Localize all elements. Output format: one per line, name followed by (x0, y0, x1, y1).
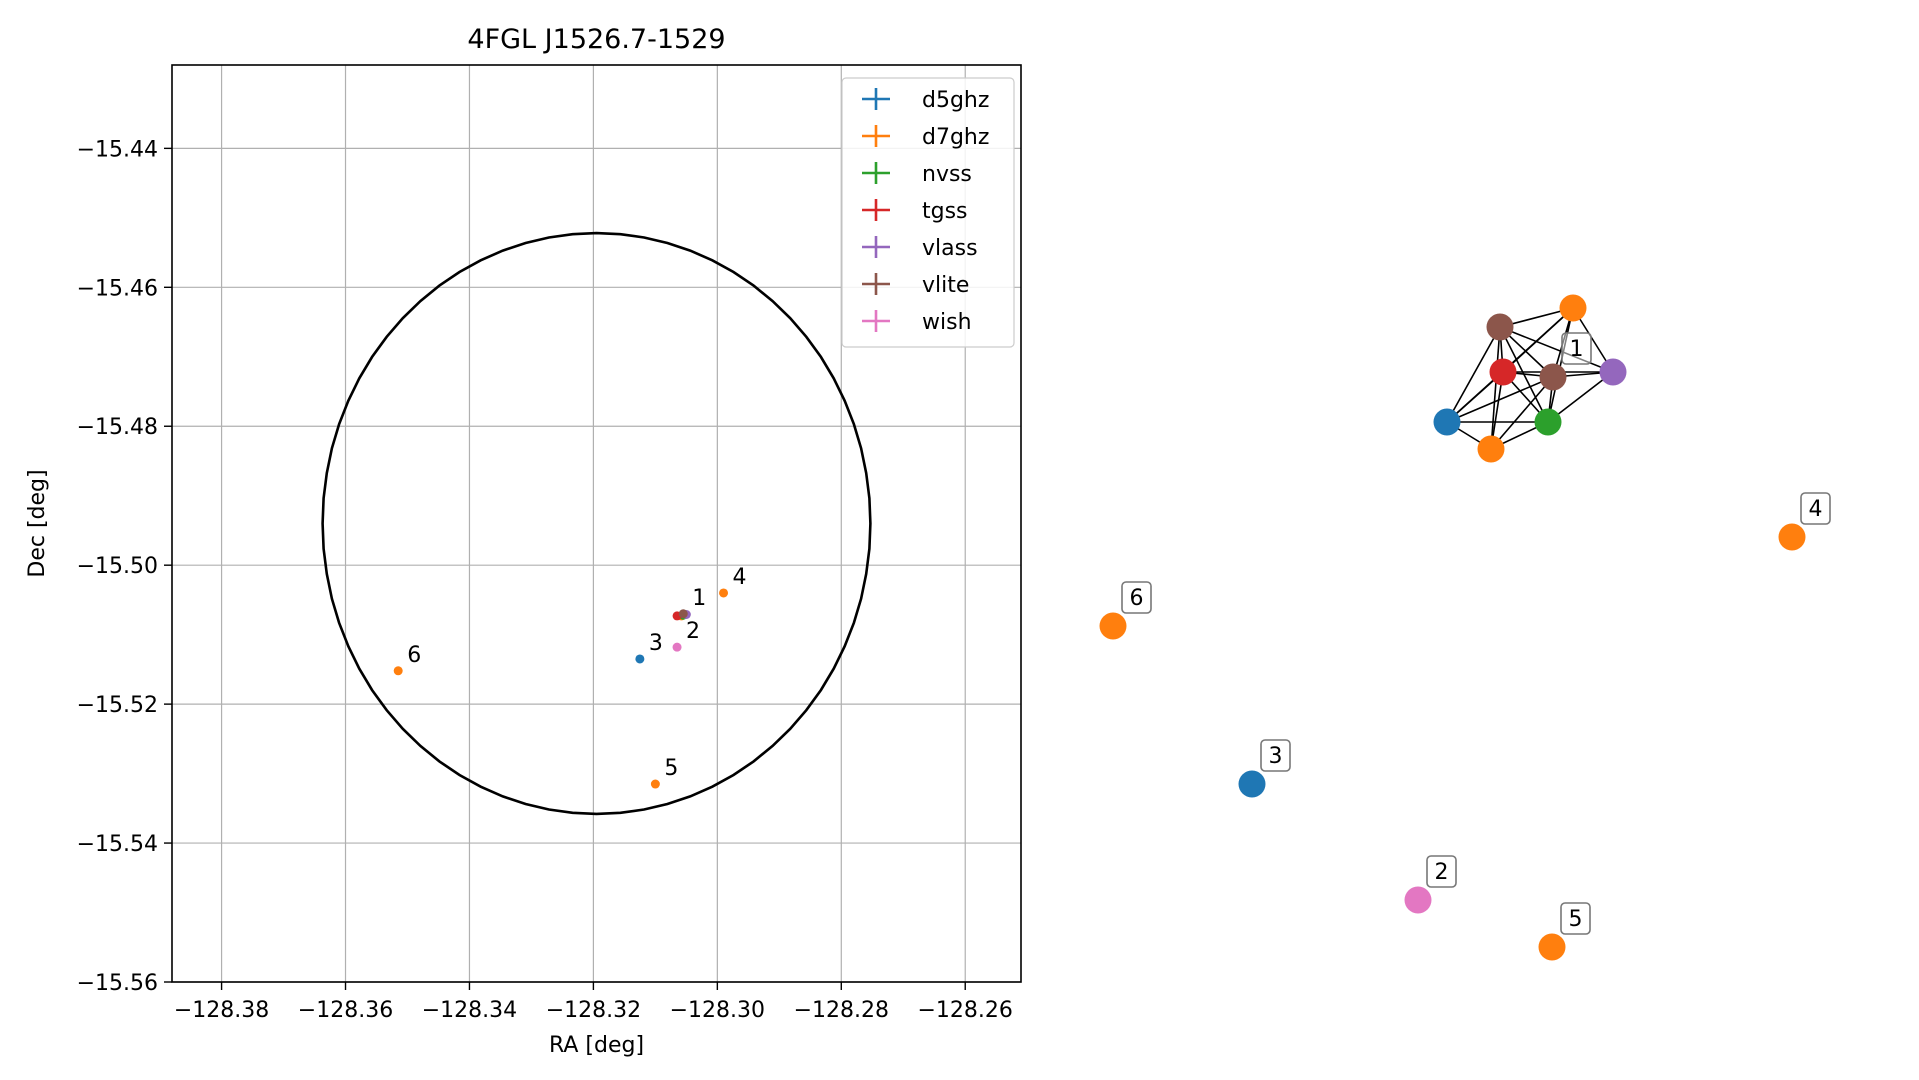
node-vlite (1486, 313, 1514, 341)
error-ellipse (321, 231, 872, 816)
node-label: 2 (1435, 860, 1449, 885)
point-label: 3 (649, 631, 663, 656)
network-edge (1502, 307, 1574, 373)
network-edge (1446, 376, 1554, 423)
y-tick-label: −15.50 (77, 554, 158, 579)
x-tick-label: −128.34 (422, 998, 517, 1023)
network-panel: 1 4 6 3 2 5 (1099, 294, 1831, 961)
node-d7ghz (1099, 612, 1127, 640)
node-tgss (1489, 358, 1517, 386)
node-nvss (1534, 408, 1562, 436)
node-d7ghz (1538, 933, 1566, 961)
node-d7ghz (1559, 294, 1587, 322)
node-d7ghz (1778, 523, 1806, 551)
node-label-box (1561, 332, 1592, 365)
network-edge (1499, 326, 1614, 373)
y-tick-label: −15.44 (77, 137, 158, 162)
axis-ticks: −128.38 −128.36 −128.34 −128.32 −128.30 −128.… (77, 137, 1013, 1023)
point-label: 5 (664, 756, 678, 781)
legend-label: nvss (922, 162, 972, 187)
x-tick-label: −128.30 (670, 998, 765, 1023)
y-tick-label: −15.48 (77, 415, 158, 440)
network-edge (1490, 376, 1554, 450)
node-label-box (1426, 855, 1457, 888)
point-d7ghz (393, 666, 403, 676)
node-label: 4 (1809, 497, 1823, 522)
network-edge (1490, 326, 1501, 450)
network-edges (1446, 307, 1614, 450)
node-d5ghz (1433, 408, 1461, 436)
error-ellipse-path (321, 231, 872, 816)
node-label-box (1560, 902, 1591, 935)
node-label-box (1260, 739, 1291, 772)
legend-label: tgss (922, 199, 968, 224)
y-tick-label: −15.56 (77, 971, 158, 996)
scatter-points: 3 4 5 6 1 2 (393, 565, 747, 789)
node-label: 3 (1269, 744, 1283, 769)
legend-label: vlite (922, 273, 969, 298)
point-vlite (678, 609, 688, 619)
node-d7ghz (1477, 435, 1505, 463)
plot-frame (171, 64, 1022, 983)
point-d7ghz (650, 779, 660, 789)
point-label: 2 (686, 619, 700, 644)
x-tick-label: −128.38 (174, 998, 269, 1023)
node-vlite (1539, 363, 1567, 391)
point-label: 4 (733, 565, 747, 590)
x-tick-label: −128.36 (298, 998, 393, 1023)
network-nodes: 1 4 6 3 2 5 (1099, 294, 1831, 961)
point-label: 1 (692, 586, 706, 611)
legend-label: d5ghz (922, 88, 989, 113)
node-label-box (1121, 581, 1152, 614)
point-d5ghz (635, 654, 645, 664)
legend-box (841, 77, 1015, 348)
legend-label: d7ghz (922, 125, 989, 150)
node-label: 5 (1569, 907, 1583, 932)
legend: d5ghz d7ghz nvss tgss vlass vlite wish (841, 77, 1015, 348)
y-tick-label: −15.46 (77, 276, 158, 301)
network-edge (1547, 307, 1574, 423)
node-vlass (1599, 358, 1627, 386)
y-tick-label: −15.52 (77, 693, 158, 718)
x-axis-label: RA [deg] (549, 1033, 644, 1058)
y-axis-label: Dec [deg] (25, 469, 50, 577)
node-d5ghz (1238, 770, 1266, 798)
legend-label: vlass (922, 236, 978, 261)
network-edge (1547, 371, 1614, 423)
point-d7ghz (719, 588, 729, 598)
y-tick-label: −15.54 (77, 832, 158, 857)
x-tick-label: −128.28 (794, 998, 889, 1023)
chart-title: 4FGL J1526.7-1529 (467, 24, 725, 55)
x-tick-label: −128.32 (546, 998, 641, 1023)
point-label: 6 (407, 643, 421, 668)
x-tick-label: −128.26 (918, 998, 1013, 1023)
node-wish (1404, 886, 1432, 914)
node-label: 1 (1570, 337, 1584, 362)
network-edge (1446, 326, 1501, 423)
legend-label: wish (922, 310, 972, 335)
node-label: 6 (1130, 586, 1144, 611)
point-wish (672, 642, 682, 652)
node-label-box (1800, 492, 1831, 525)
